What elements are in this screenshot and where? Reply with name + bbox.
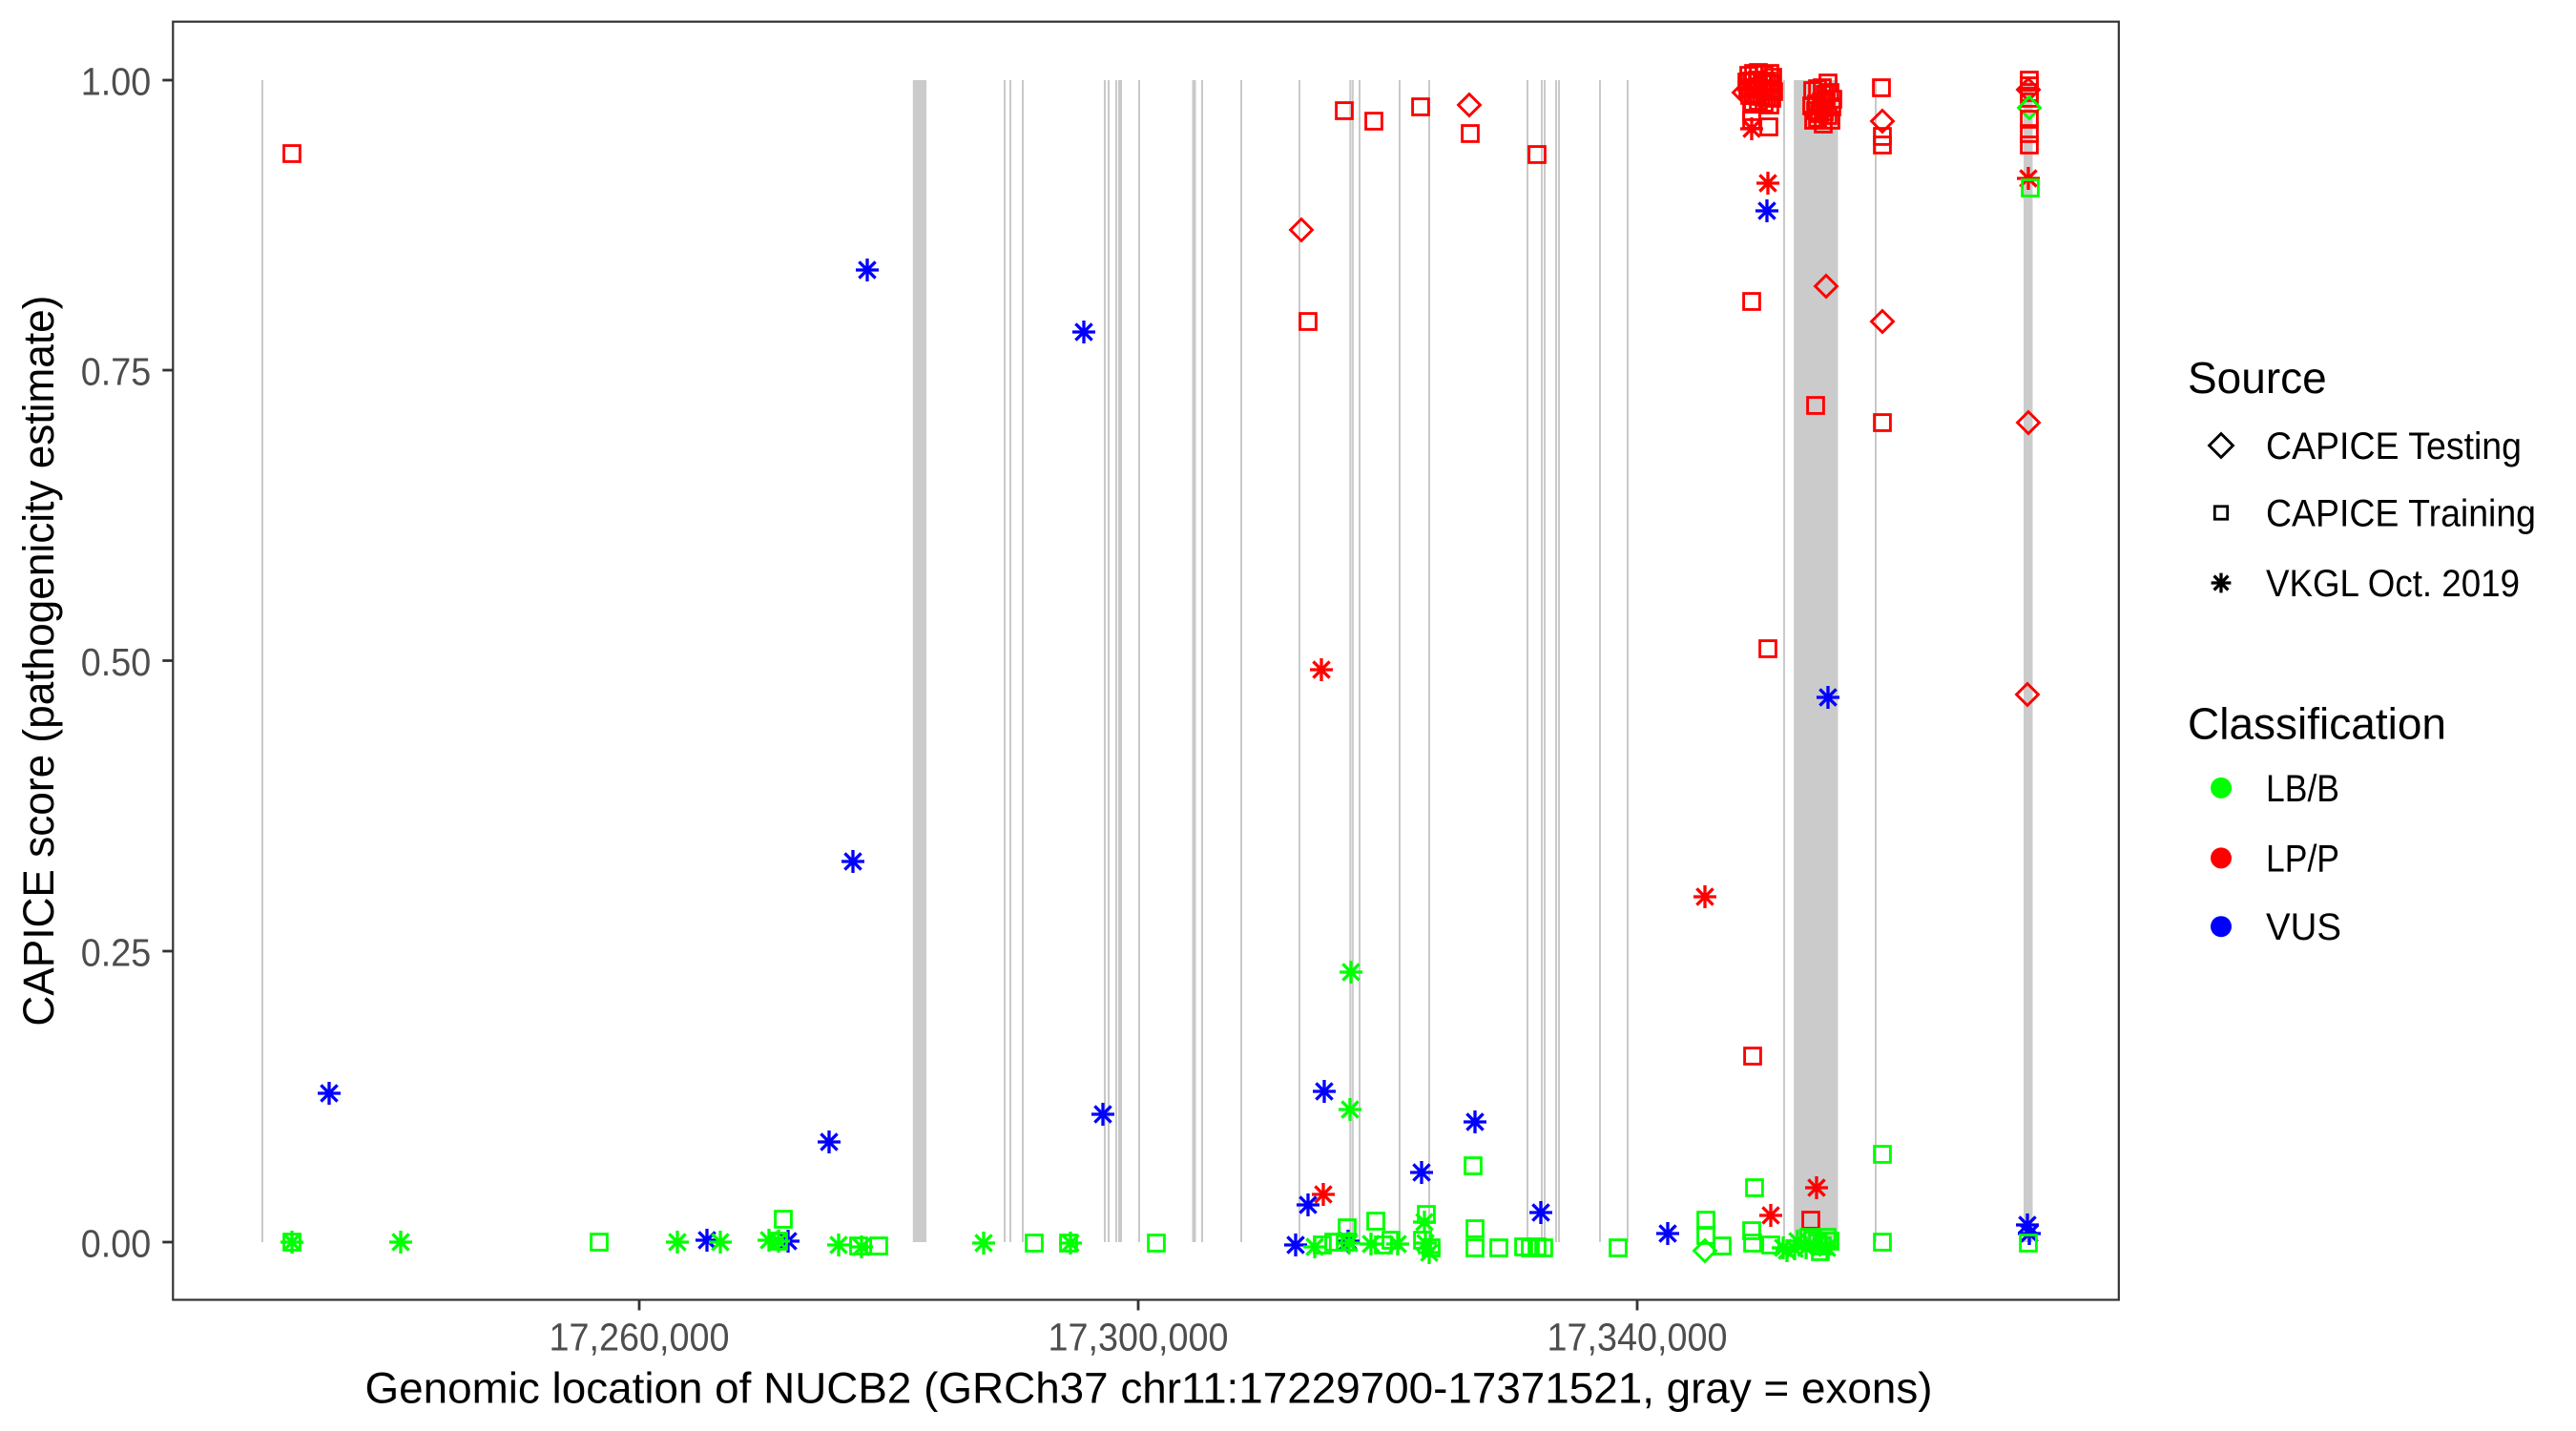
- svg-text:LP/P: LP/P: [2266, 839, 2339, 881]
- svg-text:0.75: 0.75: [81, 349, 152, 393]
- svg-text:Classification: Classification: [2188, 699, 2446, 749]
- svg-text:LB/B: LB/B: [2266, 768, 2339, 810]
- svg-text:CAPICE score (pathogenicity es: CAPICE score (pathogenicity estimate): [14, 296, 63, 1027]
- svg-text:0.25: 0.25: [81, 930, 152, 974]
- svg-text:CAPICE Training: CAPICE Training: [2266, 493, 2536, 535]
- svg-text:17,260,000: 17,260,000: [550, 1315, 730, 1358]
- svg-text:0.50: 0.50: [81, 640, 152, 684]
- svg-text:VUS: VUS: [2266, 906, 2341, 948]
- svg-text:CAPICE Testing: CAPICE Testing: [2266, 425, 2522, 467]
- svg-text:Source: Source: [2188, 353, 2327, 403]
- svg-text:0.00: 0.00: [81, 1221, 152, 1265]
- svg-text:Genomic location of NUCB2 (GRC: Genomic location of NUCB2 (GRCh37 chr11:…: [365, 1364, 1933, 1413]
- svg-text:1.00: 1.00: [81, 59, 152, 103]
- svg-text:17,300,000: 17,300,000: [1049, 1315, 1229, 1358]
- svg-text:VKGL Oct. 2019: VKGL Oct. 2019: [2266, 563, 2520, 605]
- svg-text:17,340,000: 17,340,000: [1548, 1315, 1728, 1358]
